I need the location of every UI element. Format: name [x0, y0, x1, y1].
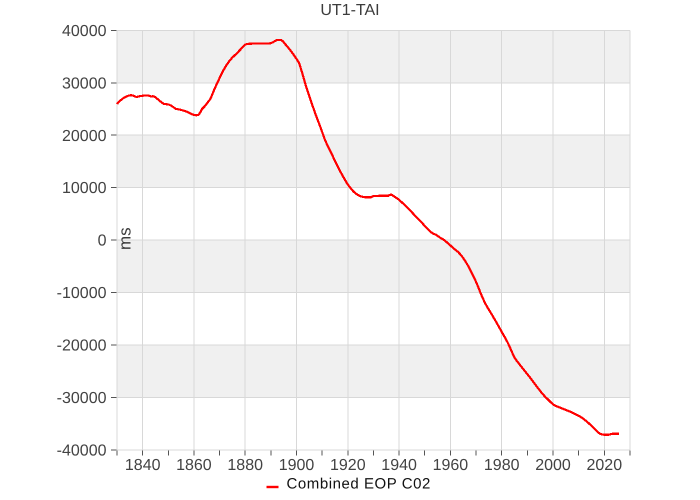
svg-text:1880: 1880: [227, 457, 263, 474]
svg-text:1940: 1940: [381, 457, 417, 474]
svg-text:-40000: -40000: [57, 443, 107, 460]
svg-text:1860: 1860: [176, 457, 212, 474]
svg-text:UT1-TAI: UT1-TAI: [320, 2, 379, 19]
svg-text:1920: 1920: [330, 457, 366, 474]
svg-text:2020: 2020: [587, 457, 623, 474]
svg-text:ms: ms: [116, 227, 135, 250]
svg-text:1900: 1900: [279, 457, 315, 474]
svg-text:-20000: -20000: [57, 338, 107, 355]
svg-text:40000: 40000: [62, 23, 107, 40]
svg-text:-10000: -10000: [57, 285, 107, 302]
svg-text:Combined EOP C02: Combined EOP C02: [287, 476, 431, 493]
svg-text:10000: 10000: [62, 180, 107, 197]
svg-text:30000: 30000: [62, 75, 107, 92]
svg-text:1840: 1840: [125, 457, 161, 474]
svg-text:-30000: -30000: [57, 390, 107, 407]
svg-text:1980: 1980: [484, 457, 520, 474]
svg-text:2000: 2000: [535, 457, 571, 474]
svg-text:0: 0: [98, 233, 107, 250]
svg-text:1960: 1960: [433, 457, 469, 474]
svg-text:20000: 20000: [62, 128, 107, 145]
